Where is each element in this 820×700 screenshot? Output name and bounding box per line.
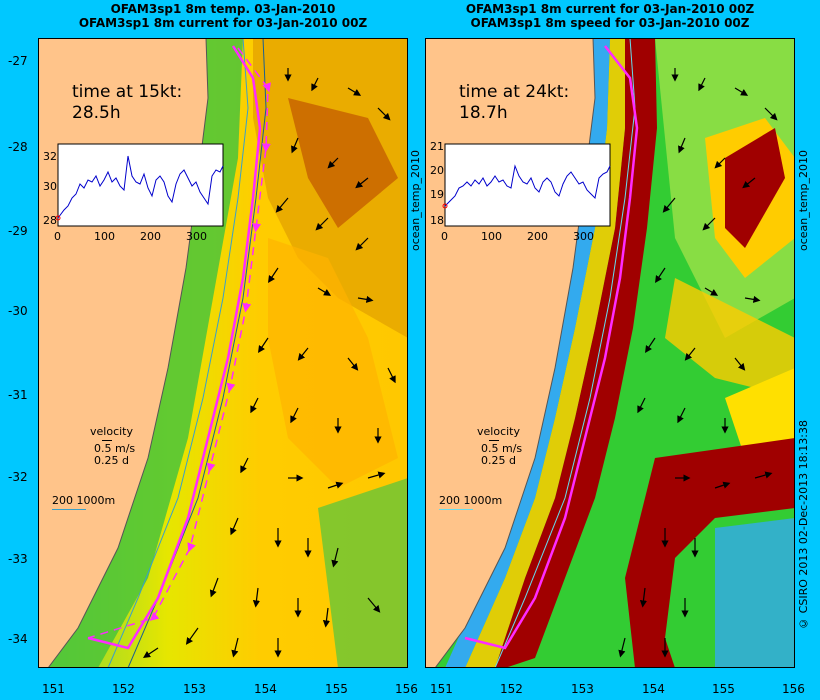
inset-ytick: 18 — [430, 214, 444, 227]
lon-tick: 155 — [712, 682, 735, 696]
inset-ytick: 21 — [430, 140, 444, 153]
speed-band — [665, 278, 795, 398]
inset-xtick: 100 — [481, 230, 502, 243]
left-inset: 32 30 28 0 100 200 300 — [38, 136, 238, 246]
current-core — [495, 38, 657, 668]
ship-track-arrows — [87, 47, 271, 639]
inset-series — [57, 155, 224, 219]
left-contour-legend: 200 1000m — [52, 494, 115, 510]
right-inset: 21 20 19 18 0 100 200 300 — [425, 136, 625, 246]
inset-xtick: 100 — [94, 230, 115, 243]
inset-marker — [442, 203, 448, 209]
lon-tick: 153 — [183, 682, 206, 696]
lat-tick: -31 — [8, 388, 28, 402]
inset-xtick: 300 — [186, 230, 207, 243]
left-map[interactable]: time at 15kt: 28.5h 32 30 28 0 100 200 3… — [38, 38, 408, 668]
current-edge — [465, 38, 625, 668]
lon-tick: 156 — [395, 682, 418, 696]
right-contour-legend: 200 1000m — [439, 494, 502, 510]
velocity-label: velocity — [90, 425, 133, 438]
inset-ytick: 19 — [430, 188, 444, 201]
ship-track — [464, 45, 639, 650]
inset-plot-area — [444, 143, 611, 227]
left-time-label: time at 15kt: — [72, 82, 183, 102]
left-map-svg — [38, 38, 408, 668]
lon-tick: 154 — [254, 682, 277, 696]
eddy-jet — [725, 128, 785, 248]
inset-plot-area — [57, 143, 224, 227]
right-time-value: 18.7h — [459, 103, 508, 123]
current-arrows — [618, 68, 778, 658]
warm-tongue — [268, 238, 398, 488]
map-border — [425, 38, 795, 668]
lon-tick: 156 — [782, 682, 805, 696]
left-time-block: time at 15kt: 28.5h — [72, 82, 182, 124]
left-velocity-legend: velocity 0.5 m/s 0.25 d — [88, 426, 135, 467]
inset-xtick: 300 — [573, 230, 594, 243]
lat-tick: -33 — [8, 552, 28, 566]
right-title-line1: OFAM3sp1 8m current for 03-Jan-2010 00Z — [465, 2, 755, 16]
inset-series — [444, 164, 611, 207]
speed-slow-area — [715, 518, 795, 668]
lon-tick: 152 — [500, 682, 523, 696]
velocity-label: velocity — [477, 425, 520, 438]
right-time-block: time at 24kt: 18.7h — [459, 82, 569, 124]
eddy-core — [288, 98, 398, 228]
inset-xtick: 200 — [527, 230, 548, 243]
inset-ytick: 28 — [43, 214, 57, 227]
lon-tick: 152 — [112, 682, 135, 696]
coastline — [434, 38, 596, 668]
velocity-days: 0.25 d — [94, 454, 129, 467]
lat-tick: -29 — [8, 224, 28, 238]
right-map-svg — [425, 38, 795, 668]
cool-area — [318, 478, 408, 668]
lat-tick: -27 — [8, 54, 28, 68]
recirculation-jet — [625, 438, 795, 668]
right-title-line2: OFAM3sp1 8m speed for 03-Jan-2010 00Z — [470, 16, 750, 30]
right-colorbar-label: ocean_temp_2010 — [797, 150, 810, 252]
map-border — [38, 38, 408, 668]
speed-yellow — [725, 368, 795, 458]
velocity-days: 0.25 d — [481, 454, 516, 467]
inset-marker — [55, 215, 61, 221]
credit-label: © CSIRO 2013 02-Dec-2013 18:13:38 — [797, 420, 810, 630]
right-inset-svg: 21 20 19 18 0 100 200 300 — [430, 140, 611, 243]
right-map[interactable]: time at 24kt: 18.7h 21 20 19 18 0 100 20… — [425, 38, 795, 668]
right-velocity-legend: velocity 0.5 m/s 0.25 d — [475, 426, 522, 467]
contour-label: 200 1000m — [439, 494, 503, 507]
lon-tick: 151 — [430, 682, 453, 696]
inset-ytick: 32 — [43, 150, 57, 163]
lat-tick: -28 — [8, 140, 28, 154]
inset-ytick: 30 — [43, 180, 57, 193]
velocity-speed: 0.5 m/s — [94, 442, 136, 455]
inset-xtick: 0 — [54, 230, 61, 243]
left-title: OFAM3sp1 8m temp. 03-Jan-2010 OFAM3sp1 8… — [38, 2, 408, 30]
right-title: OFAM3sp1 8m current for 03-Jan-2010 00Z … — [425, 2, 795, 30]
inset-xtick: 200 — [140, 230, 161, 243]
contour-label: 200 1000m — [52, 494, 116, 507]
left-title-line1: OFAM3sp1 8m temp. 03-Jan-2010 — [110, 2, 336, 16]
lat-tick: -32 — [8, 470, 28, 484]
left-title-line2: OFAM3sp1 8m current for 03-Jan-2010 00Z — [78, 16, 368, 30]
left-time-value: 28.5h — [72, 103, 121, 123]
velocity-arrow-icon — [489, 440, 499, 441]
lat-tick: -30 — [8, 304, 28, 318]
left-inset-svg: 32 30 28 0 100 200 300 — [43, 143, 224, 243]
contour-swatch — [52, 509, 86, 510]
velocity-arrow-icon — [102, 440, 112, 441]
lat-tick: -34 — [8, 632, 28, 646]
lon-tick: 151 — [42, 682, 65, 696]
isobath-200 — [494, 38, 636, 668]
inset-xtick: 0 — [441, 230, 448, 243]
contour-swatch — [439, 509, 473, 510]
inset-ytick: 20 — [430, 164, 444, 177]
right-time-label: time at 24kt: — [459, 82, 570, 102]
velocity-speed: 0.5 m/s — [481, 442, 523, 455]
lon-tick: 155 — [325, 682, 348, 696]
lon-tick: 154 — [642, 682, 665, 696]
lon-tick: 153 — [571, 682, 594, 696]
left-colorbar-label: ocean_temp_2010 — [409, 150, 422, 252]
